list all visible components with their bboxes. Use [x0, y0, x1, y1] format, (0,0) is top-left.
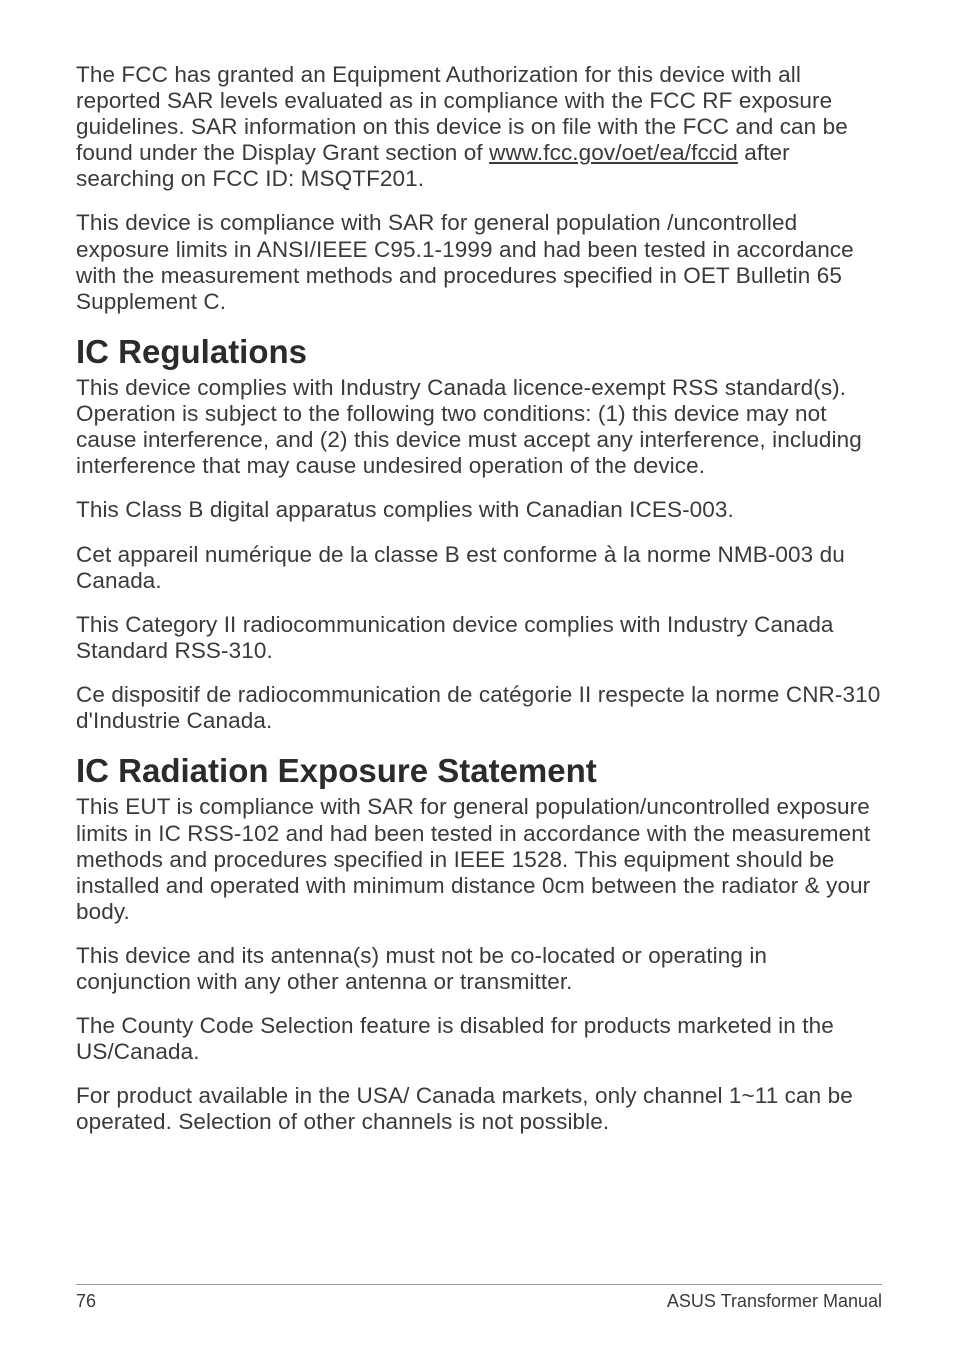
heading-ic-regulations: IC Regulations	[76, 333, 882, 371]
paragraph-channels: For product available in the USA/ Canada…	[76, 1083, 882, 1135]
paragraph-class-b-fr: Cet appareil numérique de la classe B es…	[76, 542, 882, 594]
paragraph-sar-compliance: This device is compliance with SAR for g…	[76, 210, 882, 314]
paragraph-cat2-fr: Ce dispositif de radiocommunication de c…	[76, 682, 882, 734]
paragraph-ic-complies: This device complies with Industry Canad…	[76, 375, 882, 479]
page-number: 76	[76, 1291, 96, 1312]
footer-title: ASUS Transformer Manual	[667, 1291, 882, 1312]
paragraph-eut-sar: This EUT is compliance with SAR for gene…	[76, 794, 882, 924]
link-fcc[interactable]: www.fcc.gov/oet/ea/fccid	[489, 140, 738, 165]
paragraph-fcc-grant: The FCC has granted an Equipment Authori…	[76, 62, 882, 192]
heading-ic-radiation: IC Radiation Exposure Statement	[76, 752, 882, 790]
paragraph-county-code: The County Code Selection feature is dis…	[76, 1013, 882, 1065]
paragraph-class-b: This Class B digital apparatus complies …	[76, 497, 882, 523]
page-footer: 76 ASUS Transformer Manual	[76, 1284, 882, 1312]
paragraph-antenna: This device and its antenna(s) must not …	[76, 943, 882, 995]
paragraph-cat2: This Category II radiocommunication devi…	[76, 612, 882, 664]
